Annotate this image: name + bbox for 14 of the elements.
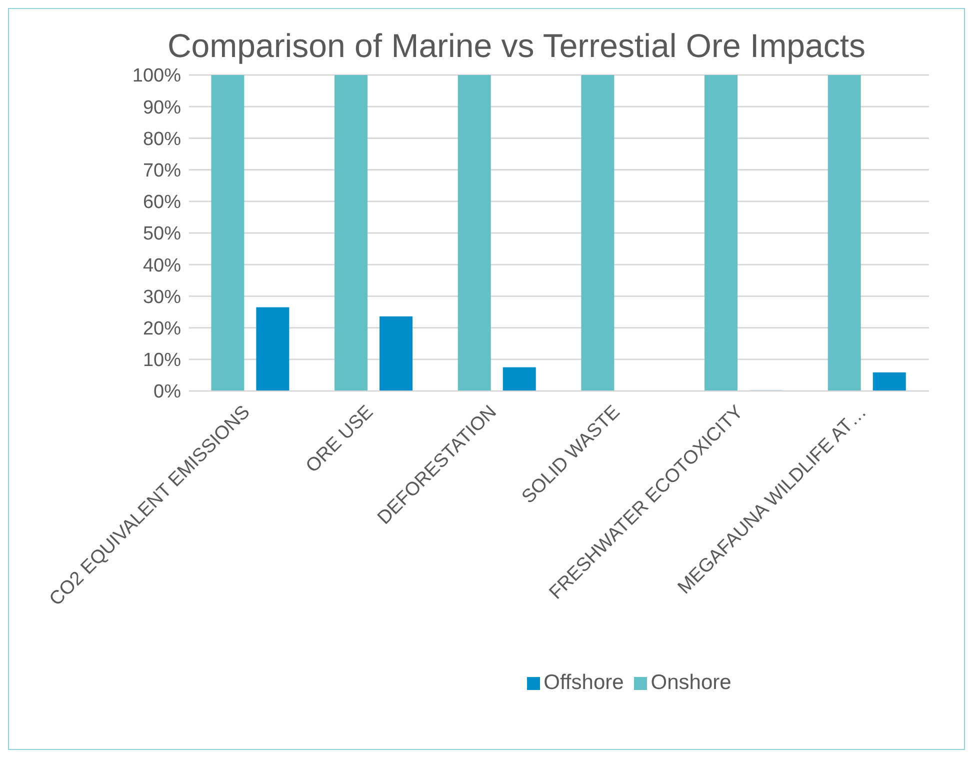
y-tick-label: 90% (142, 97, 182, 118)
y-tick-label: 70% (142, 160, 182, 182)
y-tick-label: 20% (142, 318, 182, 340)
chart-title: Comparison of Marine vs Terrestial Ore Impacts (166, 27, 867, 65)
y-tick-label: 100% (132, 66, 182, 87)
y-tick-label: 80% (142, 128, 182, 150)
y-tick-label: 40% (142, 255, 182, 276)
y-tick-label: 60% (142, 192, 182, 214)
y-tick-label: 50% (142, 224, 182, 245)
legend-label: Onshore (650, 671, 732, 694)
y-tick-label: 30% (142, 286, 182, 308)
y-tick-label: 10% (142, 350, 182, 372)
legend-label: Offshore (544, 671, 624, 694)
y-tick-label: 0% (154, 382, 182, 403)
